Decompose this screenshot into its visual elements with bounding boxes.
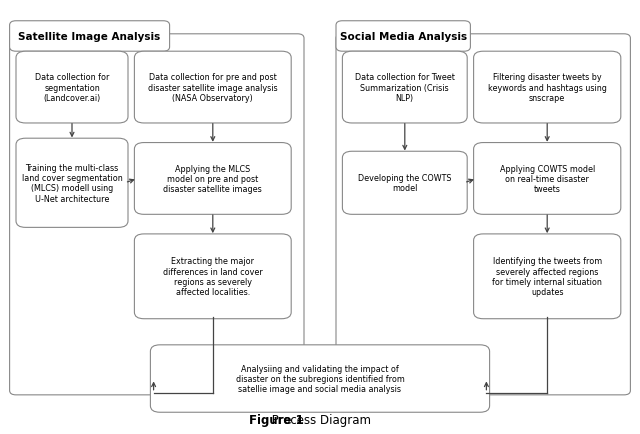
Text: Training the multi-class
land cover segmentation
(MLCS) modell using
U-Net archi: Training the multi-class land cover segm…	[22, 163, 122, 204]
FancyBboxPatch shape	[10, 22, 170, 52]
Text: Identifying the tweets from
severely affected regions
for timely internal situat: Identifying the tweets from severely aff…	[492, 256, 602, 297]
FancyBboxPatch shape	[16, 52, 128, 124]
Text: Satellite Image Analysis: Satellite Image Analysis	[19, 32, 161, 42]
FancyBboxPatch shape	[474, 234, 621, 319]
FancyBboxPatch shape	[150, 345, 490, 412]
Text: Analysiing and validating the impact of
disaster on the subregions identified fr: Analysiing and validating the impact of …	[236, 364, 404, 394]
FancyBboxPatch shape	[336, 22, 470, 52]
Text: Extracting the major
differences in land cover
regions as severely
affected loca: Extracting the major differences in land…	[163, 256, 262, 297]
FancyBboxPatch shape	[342, 52, 467, 124]
Text: Data collection for
segmentation
(Landcover.ai): Data collection for segmentation (Landco…	[35, 73, 109, 103]
Text: Social Media Analysis: Social Media Analysis	[340, 32, 467, 42]
Text: Data collection for pre and post
disaster satellite image analysis
(NASA Observa: Data collection for pre and post disaste…	[148, 73, 278, 103]
Text: Developing the COWTS
model: Developing the COWTS model	[358, 174, 452, 193]
FancyBboxPatch shape	[16, 139, 128, 228]
Text: Applying COWTS model
on real-time disaster
tweets: Applying COWTS model on real-time disast…	[500, 164, 595, 194]
FancyBboxPatch shape	[134, 52, 291, 124]
FancyBboxPatch shape	[134, 234, 291, 319]
Text: Process Diagram: Process Diagram	[269, 413, 371, 426]
Text: Figure 1: Figure 1	[249, 413, 304, 426]
Text: Filtering disaster tweets by
keywords and hashtags using
snscrape: Filtering disaster tweets by keywords an…	[488, 73, 607, 103]
Text: Data collection for Tweet
Summarization (Crisis
NLP): Data collection for Tweet Summarization …	[355, 73, 455, 103]
FancyBboxPatch shape	[474, 52, 621, 124]
FancyBboxPatch shape	[474, 143, 621, 215]
Text: Applying the MLCS
model on pre and post
disaster satellite images: Applying the MLCS model on pre and post …	[163, 164, 262, 194]
FancyBboxPatch shape	[134, 143, 291, 215]
FancyBboxPatch shape	[342, 152, 467, 215]
